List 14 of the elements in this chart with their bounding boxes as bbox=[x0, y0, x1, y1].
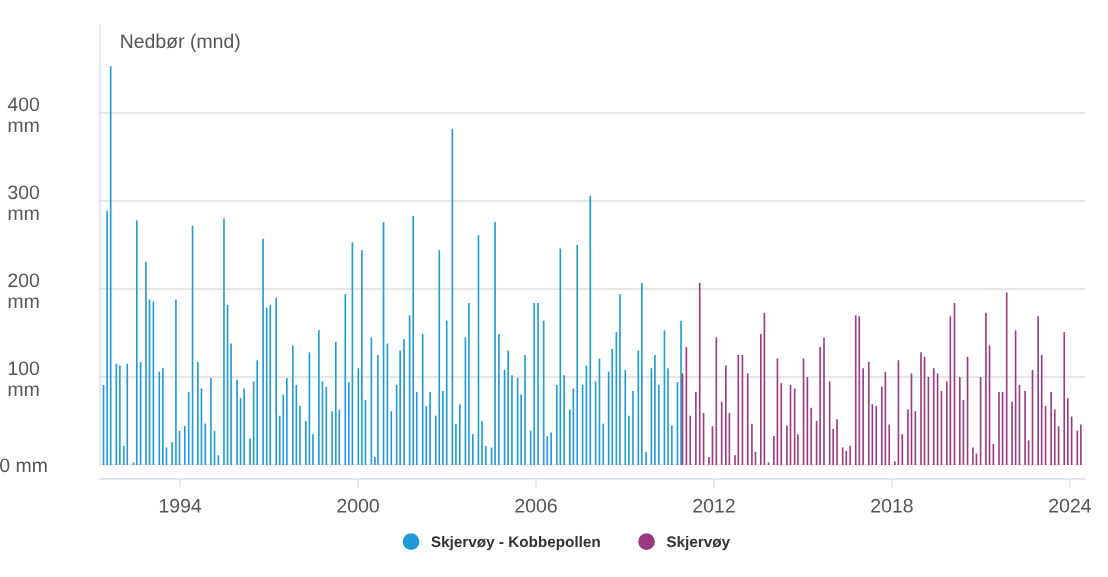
y-tick-label: 400 mm bbox=[7, 97, 40, 132]
legend-label: Skjervøy bbox=[666, 535, 731, 551]
y-tick-label: 200 mm bbox=[8, 273, 40, 308]
x-tick-label: 2018 bbox=[871, 498, 913, 513]
x-tick-label: 2012 bbox=[693, 498, 735, 513]
y-tick-label: 300 mm bbox=[8, 185, 40, 220]
x-tick-label: 2006 bbox=[515, 498, 557, 513]
x-tick-label: 1994 bbox=[159, 498, 202, 513]
legend-label: Skjervøy - Kobbepollen bbox=[431, 535, 600, 551]
y-tick-label: 0 mm bbox=[0, 458, 47, 473]
y-tick-label: 100 mm bbox=[8, 361, 40, 396]
y-axis-title: Nedbør (mnd) bbox=[121, 33, 240, 52]
x-tick-label: 2000 bbox=[337, 498, 379, 513]
x-tick-label: 2024 bbox=[1049, 498, 1091, 513]
